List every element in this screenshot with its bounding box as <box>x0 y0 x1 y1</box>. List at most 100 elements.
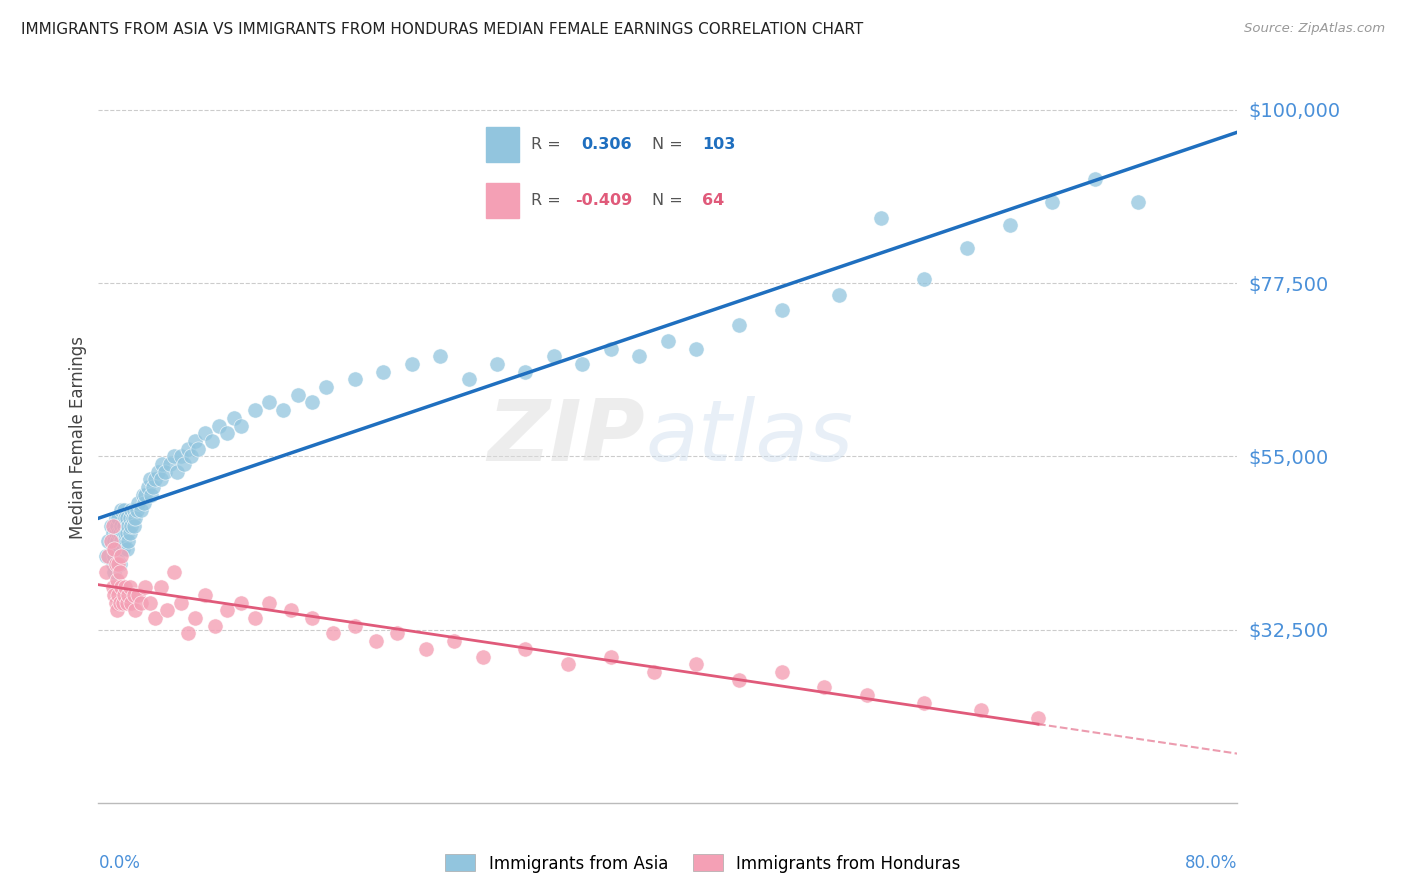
Point <box>856 688 879 702</box>
Point <box>457 372 479 386</box>
Point <box>127 495 149 509</box>
Point <box>139 488 162 502</box>
Point <box>117 588 139 602</box>
Point <box>208 418 231 433</box>
Point <box>166 465 188 479</box>
Point <box>301 395 323 409</box>
Point <box>415 641 437 656</box>
Point <box>728 318 751 333</box>
Point <box>105 534 128 549</box>
Point <box>543 349 565 363</box>
Point <box>104 557 127 571</box>
Text: atlas: atlas <box>645 395 853 479</box>
Point <box>134 580 156 594</box>
Point <box>364 634 387 648</box>
Point <box>373 365 395 379</box>
Point <box>107 526 129 541</box>
Point <box>728 673 751 687</box>
Point <box>108 596 131 610</box>
Point <box>104 541 127 556</box>
Point <box>600 342 623 356</box>
Point <box>94 549 117 564</box>
Point <box>145 611 167 625</box>
Point <box>111 541 134 556</box>
Point <box>107 588 129 602</box>
Point <box>912 696 935 710</box>
Point <box>152 457 174 471</box>
Point <box>315 380 337 394</box>
Point <box>136 480 159 494</box>
Point <box>124 603 146 617</box>
Point <box>103 534 125 549</box>
Point <box>222 410 245 425</box>
Point <box>112 534 135 549</box>
Point <box>141 480 163 494</box>
Point <box>387 626 409 640</box>
Point <box>1026 711 1049 725</box>
Point <box>194 588 217 602</box>
Point <box>104 511 127 525</box>
Point <box>187 442 209 456</box>
Point <box>194 426 217 441</box>
Point <box>110 580 132 594</box>
Point <box>229 596 252 610</box>
Point <box>100 518 122 533</box>
Point <box>643 665 665 679</box>
Point <box>132 495 155 509</box>
Point <box>117 534 139 549</box>
Point <box>138 472 160 486</box>
Point <box>115 541 138 556</box>
Point <box>155 465 177 479</box>
Point <box>120 596 142 610</box>
Point <box>215 426 238 441</box>
Point <box>571 357 593 371</box>
Point <box>204 618 226 632</box>
Point <box>145 472 167 486</box>
Point <box>121 511 143 525</box>
Point <box>108 541 131 556</box>
Point <box>280 603 302 617</box>
Point <box>163 450 186 464</box>
Point <box>870 211 893 225</box>
Point <box>138 596 160 610</box>
Point <box>104 526 127 541</box>
Point <box>515 641 537 656</box>
Point <box>101 518 124 533</box>
Point <box>131 488 153 502</box>
Point <box>118 580 141 594</box>
Point <box>184 611 207 625</box>
Point <box>115 511 138 525</box>
Point <box>156 603 179 617</box>
Point <box>259 395 281 409</box>
Point <box>170 596 193 610</box>
Point <box>287 388 309 402</box>
Point <box>122 518 145 533</box>
Point <box>177 442 200 456</box>
Point <box>243 611 266 625</box>
Point <box>912 272 935 286</box>
Point <box>134 488 156 502</box>
Point <box>97 549 120 564</box>
Point <box>177 626 200 640</box>
Text: Source: ZipAtlas.com: Source: ZipAtlas.com <box>1244 22 1385 36</box>
Point <box>105 573 128 587</box>
Point <box>107 511 129 525</box>
Legend: Immigrants from Asia, Immigrants from Honduras: Immigrants from Asia, Immigrants from Ho… <box>439 847 967 880</box>
Y-axis label: Median Female Earnings: Median Female Earnings <box>69 335 87 539</box>
Point <box>184 434 207 448</box>
Point <box>401 357 423 371</box>
Point <box>770 665 793 679</box>
Point <box>813 681 835 695</box>
Point <box>107 557 129 571</box>
Point <box>343 372 366 386</box>
Point <box>101 526 124 541</box>
Point <box>122 588 145 602</box>
Point <box>998 219 1021 233</box>
Point <box>170 450 193 464</box>
Point <box>111 526 134 541</box>
Text: IMMIGRANTS FROM ASIA VS IMMIGRANTS FROM HONDURAS MEDIAN FEMALE EARNINGS CORRELAT: IMMIGRANTS FROM ASIA VS IMMIGRANTS FROM … <box>21 22 863 37</box>
Point <box>322 626 344 640</box>
Point <box>94 565 117 579</box>
Point <box>120 503 142 517</box>
Text: 0.0%: 0.0% <box>98 854 141 872</box>
